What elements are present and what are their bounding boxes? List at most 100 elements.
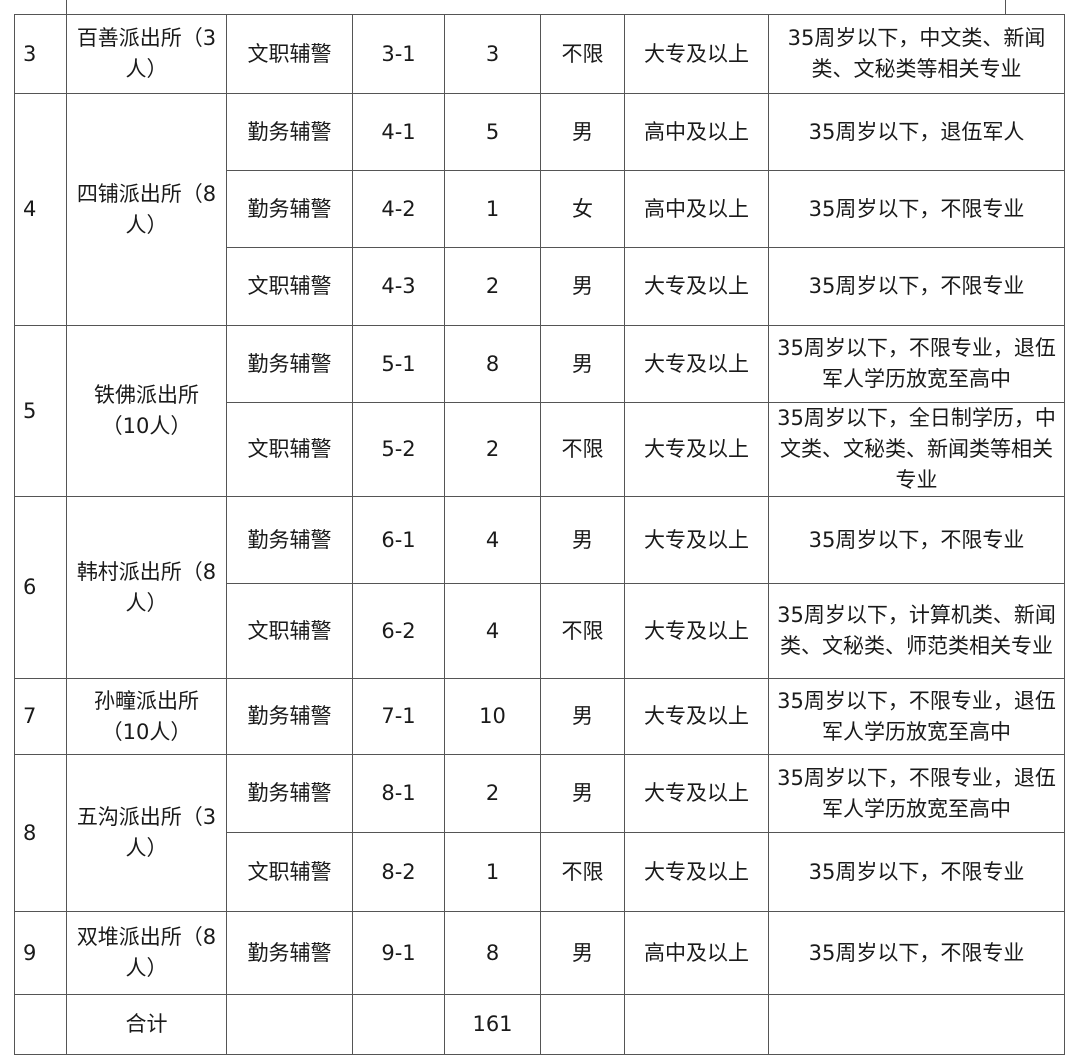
- divider: [66, 0, 67, 14]
- post-code: 3-1: [352, 14, 445, 94]
- station-number: 7: [14, 678, 67, 755]
- post-type: 勤务辅警: [226, 678, 353, 755]
- post-count: 8: [444, 325, 541, 403]
- empty-cell: [352, 994, 445, 1055]
- table-row: 文职辅警 4-3 2 男大专及以上 35周岁以下，不限专业: [15, 247, 1065, 326]
- total-count: 161: [444, 994, 541, 1055]
- requirements: 35周岁以下，不限专业: [768, 247, 1065, 326]
- post-code: 4-3: [352, 247, 445, 326]
- education: 大专及以上: [624, 754, 769, 833]
- post-code: 5-2: [352, 402, 445, 497]
- post-code: 4-2: [352, 170, 445, 248]
- post-type: 文职辅警: [226, 583, 353, 679]
- gender: 男: [540, 93, 625, 171]
- table-row: 6 韩村派出所（8人） 勤务辅警 6-1 4 男大专及以上 35周岁以下，不限专业: [14, 496, 1065, 679]
- station-number: 6: [14, 496, 67, 679]
- post-code: 8-2: [352, 832, 445, 912]
- post-type: 勤务辅警: [226, 93, 353, 171]
- gender: 不限: [540, 832, 625, 912]
- requirements: 35周岁以下，不限专业，退伍军人学历放宽至高中: [768, 325, 1065, 403]
- requirements: 35周岁以下，不限专业: [768, 170, 1065, 248]
- station-name: 孙疃派出所（10人）: [66, 678, 227, 755]
- table-row: 勤务辅警 4-2 1 女高中及以上 35周岁以下，不限专业: [15, 170, 1065, 248]
- requirements: 35周岁以下，不限专业: [768, 496, 1065, 584]
- empty-cell: [540, 994, 625, 1055]
- station-number: 9: [14, 911, 67, 995]
- table-row: 3 百善派出所（3人） 文职辅警 3-1 3 不限 大专及以上 35周岁以下，中文类、新闻类、…: [14, 14, 1065, 94]
- education: 大专及以上: [624, 247, 769, 326]
- post-count: 8: [444, 911, 541, 995]
- table-row: 文职辅警 6-2 4 不限 大专及以上 35周岁以下，计算机类、新闻类、文秘类、师范类相关…: [15, 583, 1065, 679]
- station-number: 4: [14, 93, 67, 326]
- post-type: 勤务辅警: [226, 754, 353, 833]
- requirements: 35周岁以下，全日制学历，中文类、文秘类、新闻类等相关专业: [768, 402, 1065, 497]
- post-type: 勤务辅警: [226, 911, 353, 995]
- post-count: 4: [444, 496, 541, 584]
- education: 大专及以上: [624, 325, 769, 403]
- post-count: 1: [444, 832, 541, 912]
- requirements: 35周岁以下，不限专业: [768, 911, 1065, 995]
- gender: 男: [540, 911, 625, 995]
- post-code: 9-1: [352, 911, 445, 995]
- post-count: 10: [444, 678, 541, 755]
- gender: 男: [540, 247, 625, 326]
- post-type: 文职辅警: [226, 402, 353, 497]
- post-code: 8-1: [352, 754, 445, 833]
- recruitment-table: 3 百善派出所（3人） 文职辅警 3-1 3 不限 大专及以上 35周岁以下，中文类、新闻类、…: [14, 14, 1065, 1055]
- station-name: 双堆派出所（8人）: [66, 911, 227, 995]
- post-count: 2: [444, 247, 541, 326]
- post-count: 4: [444, 583, 541, 679]
- gender: 男: [540, 325, 625, 403]
- gender: 女: [540, 170, 625, 248]
- total-label: 合计: [66, 994, 227, 1055]
- previous-row-fragment: [0, 0, 1076, 14]
- empty-cell: [768, 994, 1065, 1055]
- requirements: 35周岁以下，不限专业，退伍军人学历放宽至高中: [768, 754, 1065, 833]
- gender: 男: [540, 754, 625, 833]
- empty-cell: [226, 994, 353, 1055]
- post-type: 勤务辅警: [226, 170, 353, 248]
- station-name: 韩村派出所（8人）: [66, 496, 227, 679]
- total-row: 合计 161: [14, 994, 1065, 1055]
- post-type: 文职辅警: [226, 14, 353, 94]
- table-row: 5 铁佛派出所（10人） 勤务辅警 5-1 8 男大专及以上 35周岁以下，不限专业，退伍军…: [14, 325, 1065, 497]
- requirements: 35周岁以下，退伍军人: [768, 93, 1065, 171]
- post-type: 勤务辅警: [226, 496, 353, 584]
- table-row: 文职辅警 5-2 2 不限 大专及以上 35周岁以下，全日制学历，中文类、文秘类、新闻类等…: [15, 402, 1065, 497]
- post-type: 文职辅警: [226, 247, 353, 326]
- gender: 男: [540, 496, 625, 584]
- gender: 不限: [540, 402, 625, 497]
- requirements: 35周岁以下，不限专业，退伍军人学历放宽至高中: [768, 678, 1065, 755]
- table-row: 7 孙疃派出所（10人） 勤务辅警 7-1 10 男大专及以上 35周岁以下，不限专业，退伍…: [14, 678, 1065, 755]
- education: 大专及以上: [624, 14, 769, 94]
- education: 大专及以上: [624, 832, 769, 912]
- divider: [1005, 0, 1006, 14]
- station-name: 百善派出所（3人）: [66, 14, 227, 94]
- education: 大专及以上: [624, 583, 769, 679]
- gender: 不限: [540, 583, 625, 679]
- post-count: 2: [444, 754, 541, 833]
- post-count: 5: [444, 93, 541, 171]
- empty-cell: [624, 994, 769, 1055]
- education: 高中及以上: [624, 93, 769, 171]
- gender: 不限: [540, 14, 625, 94]
- post-count: 1: [444, 170, 541, 248]
- station-number: 3: [14, 14, 67, 94]
- post-type: 文职辅警: [226, 832, 353, 912]
- post-code: 5-1: [352, 325, 445, 403]
- requirements: 35周岁以下，不限专业: [768, 832, 1065, 912]
- education: 大专及以上: [624, 678, 769, 755]
- station-number: 5: [14, 325, 67, 497]
- table-row: 8 五沟派出所（3人） 勤务辅警 8-1 2 男大专及以上 35周岁以下，不限专业，退伍军人…: [14, 754, 1065, 912]
- gender: 男: [540, 678, 625, 755]
- station-number: 8: [14, 754, 67, 912]
- post-code: 4-1: [352, 93, 445, 171]
- requirements: 35周岁以下，中文类、新闻类、文秘类等相关专业: [768, 14, 1065, 94]
- education: 大专及以上: [624, 496, 769, 584]
- post-code: 6-1: [352, 496, 445, 584]
- post-type: 勤务辅警: [226, 325, 353, 403]
- education: 高中及以上: [624, 911, 769, 995]
- table-row: 4 四铺派出所（8人） 勤务辅警 4-1 5 男高中及以上 35周岁以下，退伍军人: [14, 93, 1065, 326]
- requirements: 35周岁以下，计算机类、新闻类、文秘类、师范类相关专业: [768, 583, 1065, 679]
- post-count: 2: [444, 402, 541, 497]
